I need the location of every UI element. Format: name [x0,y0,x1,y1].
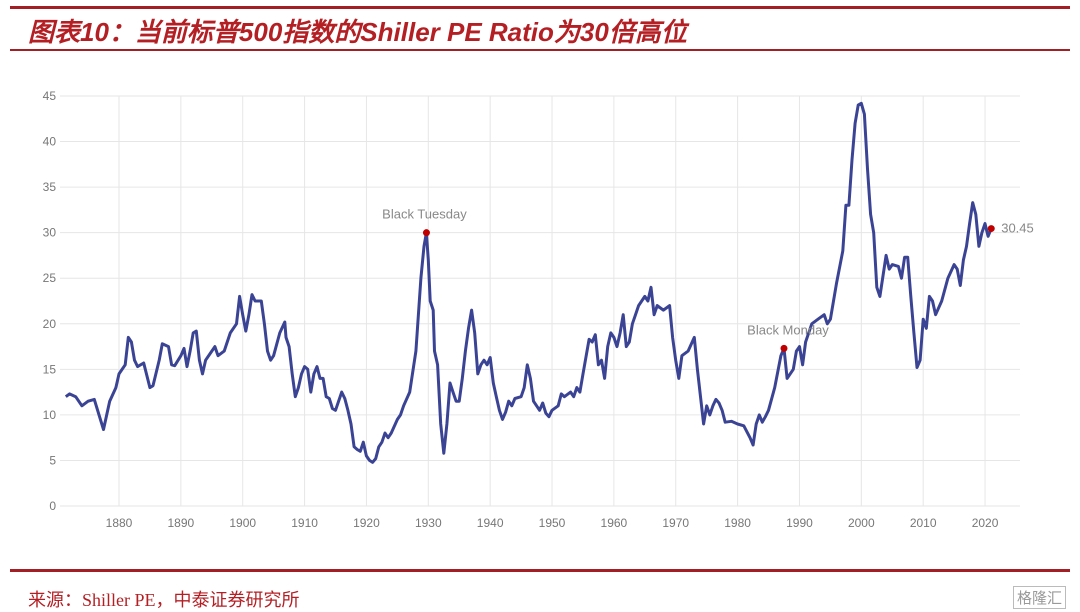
y-tick-label: 25 [43,271,57,285]
x-axis-ticks: 1880 1890 1900 1910 1920 1930 1940 1950 1960 1970… [106,516,999,530]
x-tick-label: 1890 [168,516,195,530]
annotation-label: Black Tuesday [382,207,467,222]
y-tick-label: 0 [49,499,56,513]
annotations: Black Tuesday Black Monday 30.45 [382,207,1034,352]
x-tick-label: 1910 [291,516,318,530]
grid [60,95,1020,507]
y-tick-label: 35 [43,180,57,194]
title-top-rule [10,6,1070,9]
y-tick-label: 20 [43,317,57,331]
x-tick-label: 2000 [848,516,875,530]
x-tick-label: 1980 [724,516,751,530]
annotation-marker [780,344,788,352]
x-tick-label: 1930 [415,516,442,530]
annotation-marker [422,229,430,237]
title-bottom-rule [10,49,1070,51]
y-tick-label: 15 [43,362,57,376]
annotation-label: Black Monday [747,322,829,337]
footer-rule [10,569,1070,572]
figure-title: 图表10：当前标普500指数的Shiller PE Ratio为30倍高位 [28,17,687,47]
x-tick-label: 1970 [662,516,689,530]
x-tick-label: 1940 [477,516,504,530]
x-tick-label: 1950 [539,516,566,530]
y-tick-label: 5 [49,453,56,467]
annotation-marker [987,225,995,233]
x-tick-label: 1960 [601,516,628,530]
y-tick-label: 45 [43,89,57,103]
y-axis-ticks: 0 5 10 15 20 25 30 35 40 45 [43,89,57,513]
series-line-shiller-pe [64,101,993,464]
watermark: 格隆汇 [1012,586,1066,609]
source-note: 来源：Shiller PE，中泰证券研究所 [28,590,300,610]
y-tick-label: 10 [43,408,57,422]
x-tick-label: 1900 [229,516,256,530]
x-tick-label: 2010 [910,516,937,530]
y-tick-label: 30 [43,226,57,240]
current-value-label: 30.45 [1001,221,1034,236]
x-tick-label: 1990 [786,516,813,530]
x-tick-label: 2020 [972,516,999,530]
x-tick-label: 1880 [106,516,133,530]
x-tick-label: 1920 [353,516,380,530]
y-tick-label: 40 [43,135,57,149]
